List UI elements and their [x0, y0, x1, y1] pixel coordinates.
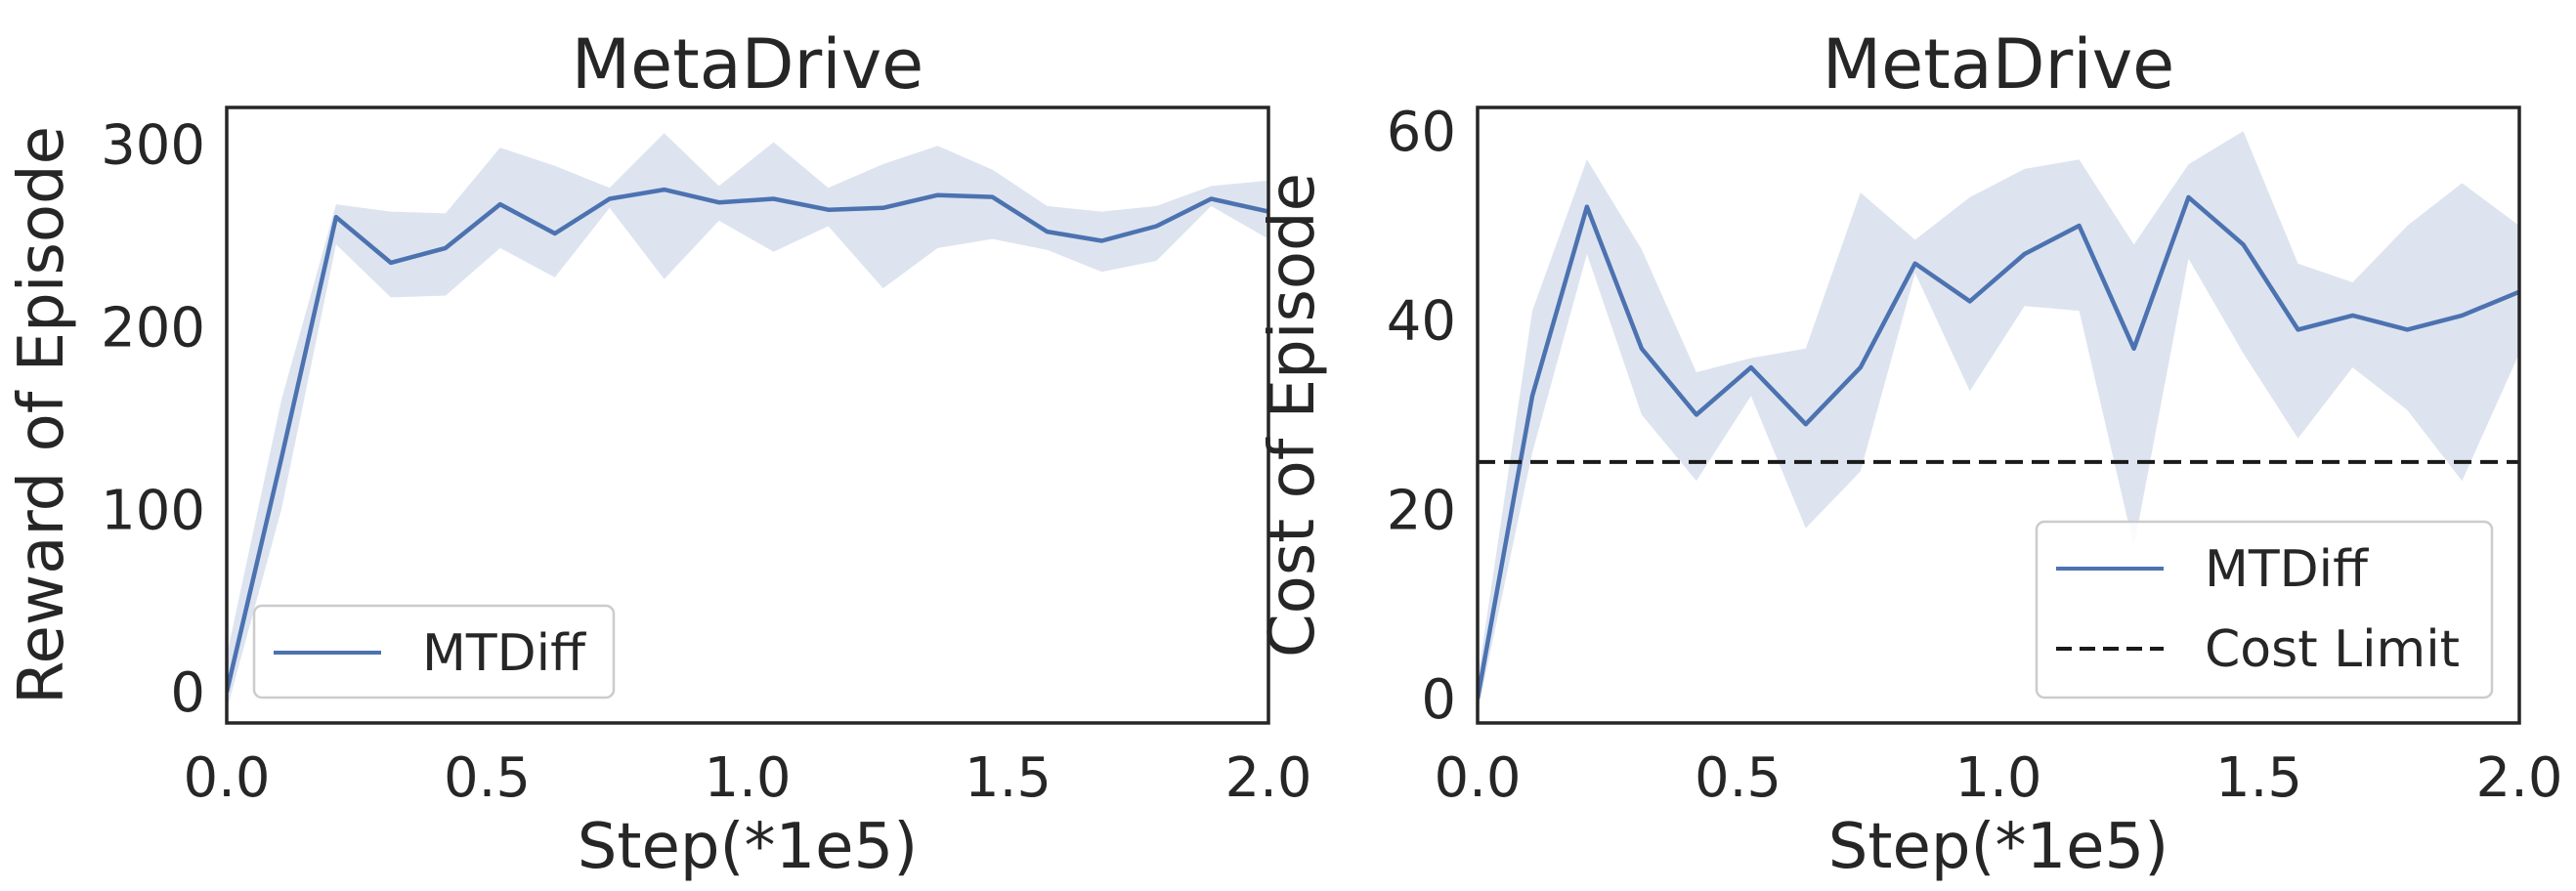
y-tick-label: 0: [1421, 668, 1456, 732]
y-axis-label: Reward of Episode: [6, 126, 78, 704]
y-tick-label: 0: [170, 661, 205, 725]
y-tick-label: 20: [1387, 479, 1456, 542]
chart-title: MetaDrive: [1823, 24, 2174, 105]
y-tick-label: 200: [101, 296, 205, 360]
plot-area: [227, 133, 1268, 710]
y-axis-label: Cost of Episode: [1257, 173, 1329, 658]
x-tick-label: 1.0: [704, 746, 791, 810]
legend: MTDiff: [252, 604, 616, 700]
x-tick-label: 0.5: [1695, 746, 1782, 810]
legend: MTDiff Cost Limit: [2035, 520, 2494, 700]
y-tick-label: 100: [101, 479, 205, 542]
plot-area: [1478, 131, 2519, 713]
x-tick-label: 2.0: [2475, 746, 2562, 810]
series-line-1: [227, 187, 1268, 693]
x-tick-label: 0.0: [1434, 746, 1521, 810]
plot-frame: [1476, 106, 2521, 725]
legend-box: [252, 604, 616, 700]
legend-label-1: MTDiff: [2205, 540, 2369, 599]
x-tick-label: 1.5: [965, 746, 1052, 810]
legend-label-2: Cost Limit: [2205, 620, 2460, 679]
x-tick-label: 2.0: [1224, 746, 1311, 810]
x-tick-label: 1.0: [1954, 746, 2041, 810]
legend-label-1: MTDiff: [422, 624, 586, 683]
chart-1: 0.0 0.5 1.0 1.5 2.0 0 100 200 300 MetaDrive Step(*…: [6, 24, 1312, 883]
series-line-1: [1478, 194, 2519, 700]
plot-frame: [225, 106, 1270, 725]
x-tick-label: 1.5: [2215, 746, 2302, 810]
confidence-band-1: [1478, 131, 2519, 713]
x-axis-label: Step(*1e5): [1828, 811, 2168, 883]
legend-box: [2035, 520, 2494, 700]
chart-2: 0.0 0.5 1.0 1.5 2.0 0 20 40 60 MetaDrive Step(*1e5…: [1257, 24, 2563, 883]
y-tick-label: 40: [1387, 290, 1456, 354]
chart-title: MetaDrive: [572, 24, 923, 105]
x-axis-label: Step(*1e5): [578, 811, 918, 883]
x-tick-label: 0.0: [183, 746, 270, 810]
x-tick-label: 0.5: [444, 746, 531, 810]
y-tick-label: 300: [101, 113, 205, 177]
y-tick-label: 60: [1387, 101, 1456, 164]
